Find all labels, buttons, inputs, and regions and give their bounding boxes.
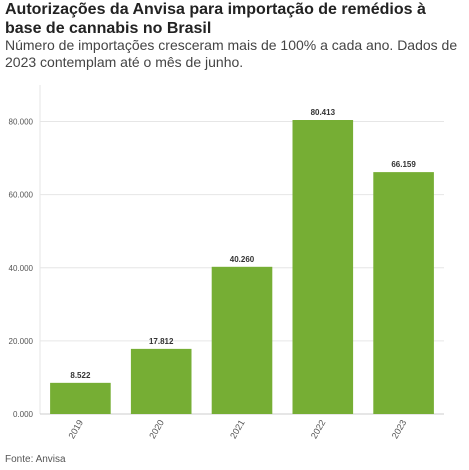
y-tick-label: 40.000 — [9, 264, 34, 273]
x-axis-ticks: 2019 2020 2021 2022 2023 — [66, 418, 408, 440]
x-tick-label: 2021 — [228, 418, 247, 440]
bar-2022 — [292, 120, 354, 414]
data-label: 17.812 — [149, 337, 174, 346]
bar-2023 — [373, 172, 434, 414]
y-tick-label: 80.000 — [9, 118, 34, 127]
data-labels: 8.522 17.812 40.260 80.413 66.159 — [70, 108, 416, 380]
x-tick-label: 2023 — [390, 418, 409, 440]
y-tick-label: 60.000 — [9, 191, 34, 200]
bars — [50, 120, 434, 414]
data-label: 80.413 — [311, 108, 336, 117]
y-tick-label: 20.000 — [9, 337, 34, 346]
data-label: 8.522 — [70, 371, 91, 380]
source-note: Fonte: Anvisa — [5, 454, 66, 465]
x-tick-label: 2020 — [147, 418, 166, 440]
bar-2020 — [130, 348, 192, 414]
data-label: 40.260 — [230, 255, 255, 264]
y-axis-ticks: 0.000 20.000 40.000 60.000 80.000 — [9, 118, 34, 419]
x-tick-label: 2022 — [309, 418, 328, 440]
bar-2019 — [50, 382, 111, 414]
data-label: 66.159 — [391, 160, 416, 169]
x-tick-label: 2019 — [66, 418, 85, 440]
y-tick-label: 0.000 — [13, 410, 34, 419]
bar-2021 — [211, 266, 273, 414]
bar-chart: 0.000 20.000 40.000 60.000 80.000 8.522 17.81… — [9, 85, 444, 440]
chart-title: Autorizações da Anvisa para importação d… — [5, 1, 426, 37]
chart-subtitle: Número de importações cresceram mais de … — [5, 37, 458, 70]
